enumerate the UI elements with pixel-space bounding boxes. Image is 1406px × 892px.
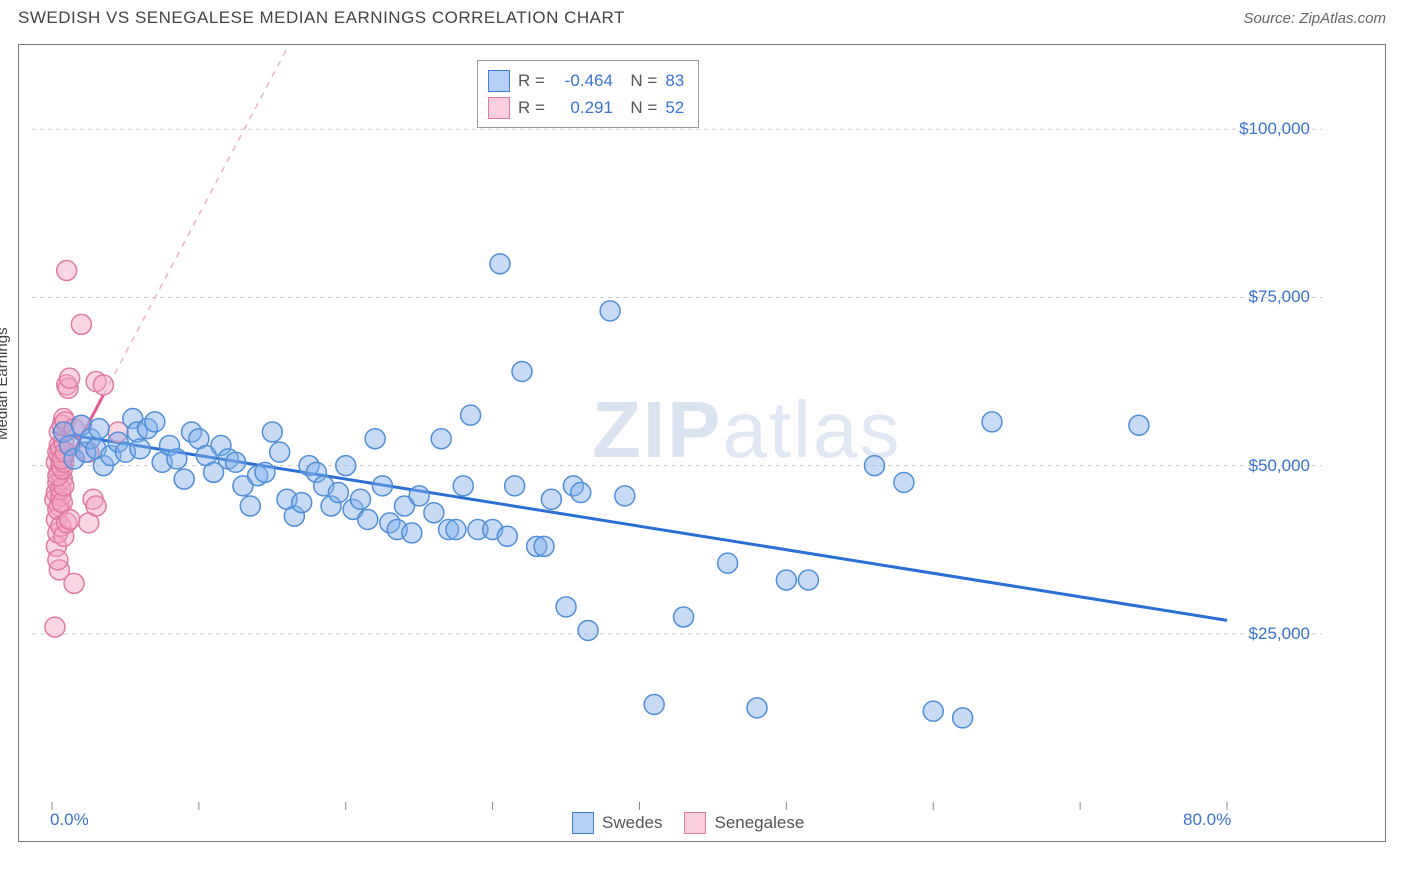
chart-title: SWEDISH VS SENEGALESE MEDIAN EARNINGS CO…	[18, 8, 625, 28]
legend-label: Senegalese	[714, 813, 804, 833]
stat-n-label: N =	[621, 67, 657, 94]
scatter-point	[328, 483, 348, 503]
scatter-point	[424, 503, 444, 523]
legend-swatch-blue	[572, 812, 594, 834]
scatter-point	[71, 314, 91, 334]
scatter-point	[402, 523, 422, 543]
stat-r-label: R =	[518, 94, 545, 121]
scatter-point	[982, 412, 1002, 432]
scatter-point	[240, 496, 260, 516]
legend-item: Swedes	[572, 812, 662, 834]
scatter-point	[446, 520, 466, 540]
bottom-legend: Swedes Senegalese	[572, 812, 804, 834]
scatter-point	[747, 698, 767, 718]
scatter-point	[372, 476, 392, 496]
y-axis-label: Median Earnings	[0, 327, 11, 440]
scatter-point	[262, 422, 282, 442]
scatter-point	[798, 570, 818, 590]
scatter-point	[350, 489, 370, 509]
scatter-point	[541, 489, 561, 509]
scatter-point	[48, 550, 68, 570]
stat-r-label: R =	[518, 67, 545, 94]
stats-box: R = -0.464 N = 83R = 0.291 N = 52	[477, 60, 699, 128]
scatter-point	[571, 483, 591, 503]
scatter-point	[174, 469, 194, 489]
scatter-point	[923, 701, 943, 721]
scatter-point	[497, 526, 517, 546]
plot-area: ZIPatlas R = -0.464 N = 83R = 0.291 N = …	[32, 44, 1322, 842]
y-tick-label: $75,000	[1249, 287, 1310, 307]
x-tick-label: 80.0%	[1183, 810, 1231, 830]
scatter-point	[130, 439, 150, 459]
scatter-point	[894, 472, 914, 492]
scatter-point	[718, 553, 738, 573]
scatter-point	[674, 607, 694, 627]
scatter-point	[270, 442, 290, 462]
scatter-point	[365, 429, 385, 449]
stats-row: R = 0.291 N = 52	[488, 94, 684, 121]
stat-r-value: -0.464	[553, 67, 613, 94]
scatter-point	[865, 456, 885, 476]
scatter-point	[86, 496, 106, 516]
scatter-point	[505, 476, 525, 496]
legend-swatch-pink	[488, 97, 510, 119]
scatter-point	[490, 254, 510, 274]
y-tick-label: $25,000	[1249, 624, 1310, 644]
stat-n-value: 83	[665, 67, 684, 94]
scatter-point	[60, 368, 80, 388]
scatter-point	[255, 462, 275, 482]
scatter-point	[45, 617, 65, 637]
y-tick-label: $50,000	[1249, 456, 1310, 476]
scatter-point	[64, 573, 84, 593]
source-label: Source: ZipAtlas.com	[1243, 10, 1386, 27]
scatter-point	[60, 509, 80, 529]
stat-n-value: 52	[665, 94, 684, 121]
trend-line-senegalese-extrapolated	[103, 49, 287, 395]
scatter-point	[89, 419, 109, 439]
y-tick-label: $100,000	[1239, 119, 1310, 139]
scatter-point	[776, 570, 796, 590]
scatter-point	[409, 486, 429, 506]
scatter-point	[534, 536, 554, 556]
scatter-point	[512, 361, 532, 381]
x-tick-label: 0.0%	[50, 810, 89, 830]
scatter-point	[167, 449, 187, 469]
scatter-point	[453, 476, 473, 496]
stats-row: R = -0.464 N = 83	[488, 67, 684, 94]
legend-swatch-pink	[684, 812, 706, 834]
scatter-point	[578, 620, 598, 640]
legend-label: Swedes	[602, 813, 662, 833]
scatter-point	[358, 509, 378, 529]
scatter-point	[57, 261, 77, 281]
scatter-point	[93, 375, 113, 395]
scatter-point	[336, 456, 356, 476]
scatter-point	[292, 493, 312, 513]
stat-n-label: N =	[621, 94, 657, 121]
scatter-point	[600, 301, 620, 321]
scatter-point	[226, 452, 246, 472]
legend-item: Senegalese	[684, 812, 804, 834]
scatter-point	[1129, 415, 1149, 435]
scatter-point	[953, 708, 973, 728]
scatter-point	[556, 597, 576, 617]
scatter-point	[461, 405, 481, 425]
chart-svg	[32, 44, 1322, 842]
scatter-point	[644, 694, 664, 714]
legend-swatch-blue	[488, 70, 510, 92]
scatter-point	[615, 486, 635, 506]
scatter-point	[145, 412, 165, 432]
scatter-point	[431, 429, 451, 449]
stat-r-value: 0.291	[553, 94, 613, 121]
